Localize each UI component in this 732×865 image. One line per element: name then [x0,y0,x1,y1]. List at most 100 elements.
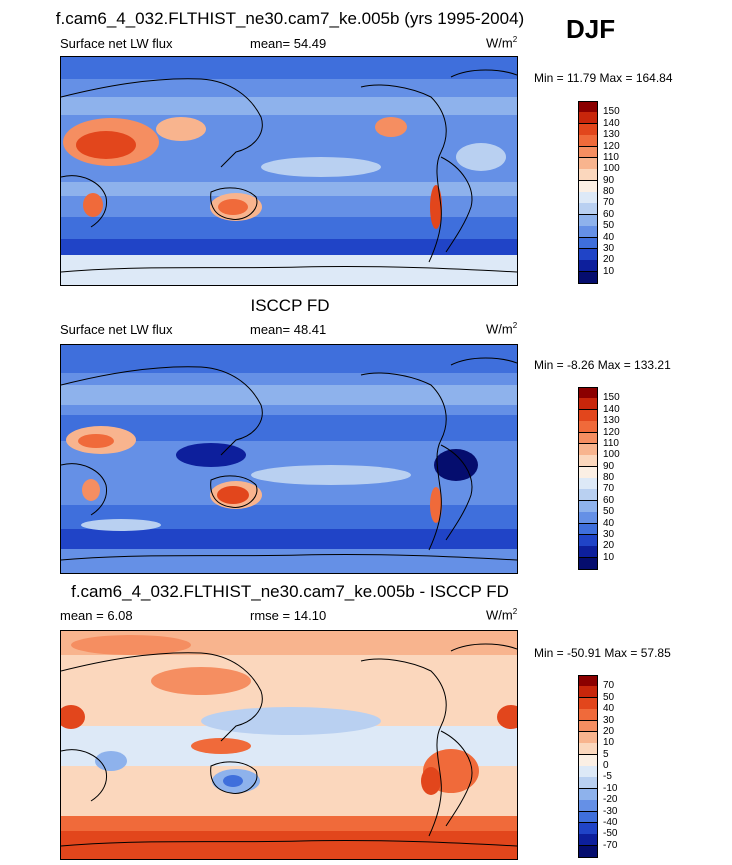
colorbar-tick-label: 50 [603,691,615,703]
colorbar-swatch [578,523,598,536]
colorbar-swatch [578,743,598,756]
colorbar-swatch [578,192,598,204]
colorbar-swatch [578,101,598,113]
colorbar-swatch [578,546,598,559]
colorbar-tick-label: 0 [603,760,609,771]
colorbar-swatch [578,387,598,399]
panel-1-mean-label: mean= 54.49 [250,36,327,51]
colorbar-swatch [578,271,598,284]
colorbar-tick-label: -50 [603,828,618,840]
colorbar-tick-label: 20 [603,254,615,266]
colorbar-swatch [578,237,598,250]
colorbar-tick-label: 120 [603,426,620,438]
colorbar-tick-label: 40 [603,703,615,715]
colorbar-swatch [578,180,598,193]
colorbar-tick-label: 40 [603,231,615,243]
colorbar-tick-label: 90 [603,460,615,472]
colorbar-swatch [578,260,598,273]
colorbar-swatch [578,777,598,790]
colorbar-swatch [578,754,598,767]
colorbar-tick-label: 60 [603,208,615,220]
colorbar-tick-label: 70 [603,483,615,495]
colorbar-swatch [578,811,598,824]
colorbar-tick-label: -40 [603,816,618,828]
panel-1-map [60,56,518,286]
colorbar-tick-label: 130 [603,415,620,427]
colorbar-swatch [578,686,598,699]
colorbar-tick-label: 110 [603,151,619,163]
colorbar-tick-label: -30 [603,805,618,817]
colorbar-tick-label: 80 [603,186,615,197]
colorbar-tick-label: 100 [603,449,620,461]
colorbar-tick-label: 80 [603,472,615,483]
panel-1-colorbar: 150 140 130 120 110 100 90 80 70 60 50 40 30 20 10 [578,101,658,284]
colorbar-swatch [578,731,598,744]
colorbar-tick-label: -5 [603,771,612,783]
colorbar-swatch [578,534,598,547]
colorbar-swatch [578,788,598,801]
colorbar-tick-label: 60 [603,494,615,506]
colorbar-tick-label: 150 [603,392,620,404]
colorbar-tick-label: 40 [603,517,615,529]
colorbar-tick-label: 140 [603,117,620,129]
panel-2-colorbar: 150 140 130 120 110 100 90 80 70 60 50 40 30 20 10 [578,387,658,570]
colorbar-swatch [578,834,598,847]
colorbar-swatch [578,398,598,411]
colorbar-swatch [578,478,598,490]
colorbar-swatch [578,214,598,227]
panel-3-mean-label: mean = 6.08 [60,608,133,623]
colorbar-swatch [578,500,598,513]
colorbar-swatch [578,226,598,238]
panel-1-title: f.cam6_4_032.FLTHIST_ne30.cam7_ke.005b (… [55,9,525,28]
colorbar-swatch [578,421,598,433]
colorbar-swatch [578,432,598,445]
colorbar-tick-label: 30 [603,528,615,540]
colorbar-tick-label: 20 [603,725,615,737]
colorbar-swatch [578,409,598,422]
colorbar-swatch [578,169,598,182]
colorbar-swatch [578,720,598,733]
colorbar-tick-label: 50 [603,506,615,518]
colorbar-swatch [578,123,598,136]
colorbar-swatch [578,489,598,502]
colorbar-tick-label: 140 [603,403,620,415]
colorbar-swatch [578,466,598,479]
panel-3-colorbar: 70 50 40 30 20 10 5 0 -5 -10 -20 -30 -40 -50 -70 [578,675,658,858]
colorbar-swatch [578,455,598,468]
panel-3-units: W/m2 [486,607,518,623]
colorbar-tick-label: 50 [603,220,615,232]
panel-3-minmax: Min = -50.91 Max = 57.85 [534,646,671,660]
colorbar-swatch [578,766,598,778]
panel-3-rmse-label: rmse = 14.10 [250,608,327,623]
colorbar-swatch [578,822,598,835]
colorbar-tick-label: 10 [603,265,615,277]
colorbar-tick-label: 10 [603,737,615,749]
colorbar-swatch [578,443,598,456]
panel-2-variable-label: Surface net LW flux [60,322,173,337]
colorbar-swatch [578,557,598,570]
panel-1-units: W/m2 [486,35,518,51]
colorbar-swatch [578,146,598,159]
colorbar-swatch [578,112,598,125]
colorbar-tick-label: 10 [603,551,615,563]
colorbar-tick-label: 100 [603,163,620,175]
colorbar-swatch [578,512,598,524]
panel-2-minmax: Min = -8.26 Max = 133.21 [534,358,671,372]
colorbar-swatch [578,709,598,721]
colorbar-tick-label: 150 [603,106,620,118]
colorbar-tick-label: 70 [603,680,615,692]
panel-3-title: f.cam6_4_032.FLTHIST_ne30.cam7_ke.005b -… [71,582,509,601]
panel-2-map [60,344,518,574]
colorbar-tick-label: 90 [603,174,615,186]
colorbar-swatch [578,697,598,710]
panel-2-units: W/m2 [486,321,518,337]
colorbar-swatch [578,845,598,858]
season-label: DJF [566,14,616,44]
colorbar-tick-label: -70 [603,839,618,851]
colorbar-tick-label: 70 [603,197,615,209]
colorbar-tick-label: 130 [603,129,620,141]
colorbar-swatch [578,248,598,261]
colorbar-swatch [578,800,598,812]
colorbar-swatch [578,157,598,170]
panel-2-mean-label: mean= 48.41 [250,322,327,337]
